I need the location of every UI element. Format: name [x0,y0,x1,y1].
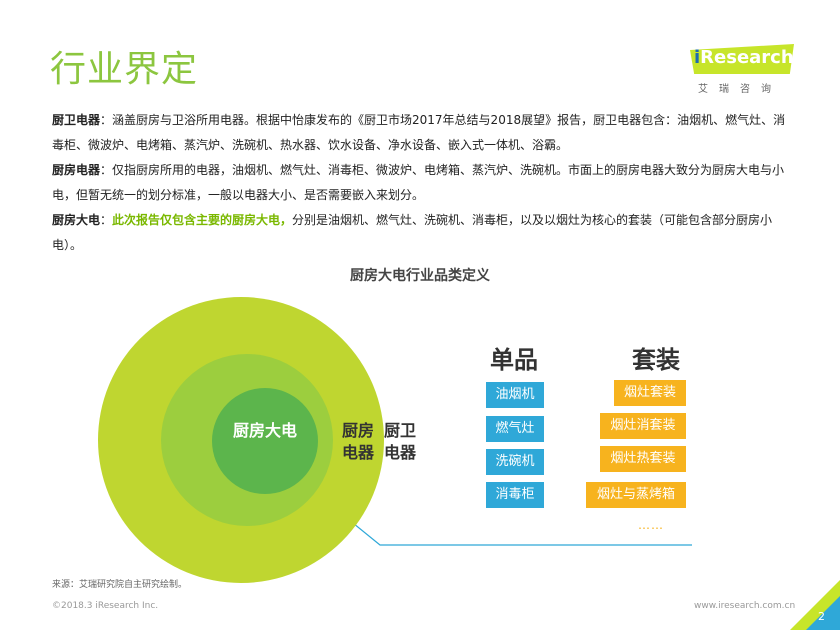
logo-name: Research [700,47,794,68]
paragraph-major-kitchen: 厨房大电：此次报告仅包含主要的厨房大电，分别是油烟机、燃气灶、洗碗机、消毒柜，以… [52,208,788,258]
logo-subtitle: 艾瑞咨询 [698,84,782,95]
page-title: 行业界定 [50,49,199,90]
corner-accent-blue [806,596,840,630]
more-ellipsis: …… [638,518,664,532]
source-note: 来源：艾瑞研究院自主研究绘制。 [52,580,188,590]
copyright: ©2018.3 iResearch Inc. [52,601,159,611]
iresearch-logo: iResearch 艾瑞咨询 [690,44,800,100]
term-major-kitchen: 厨房大电 [52,213,101,227]
scope-highlight: 此次报告仅包含主要的厨房大电， [112,213,293,227]
circle-major-kitchen [212,388,318,494]
term-kitchen-bath: 厨卫电器 [52,113,101,127]
single-item-gas-stove: 燃气灶 [486,416,544,442]
single-item-sterilizer: 消毒柜 [486,482,544,508]
single-header: 单品 [490,346,538,374]
diagram-title: 厨房大电行业品类定义 [350,268,490,284]
paragraph-kitchen-bath: 厨卫电器：涵盖厨房与卫浴所用电器。根据中怡康发布的《厨卫市场2017年总结与20… [52,108,788,158]
set-item-hood-stove-heater: 烟灶热套装 [600,446,686,472]
label-kitchen-bath: 厨卫电器 [383,421,416,462]
logo-wordmark: iResearch [694,47,794,68]
website-url: www.iresearch.com.cn [694,601,796,611]
set-item-hood-stove: 烟灶套装 [614,380,686,406]
single-item-range-hood: 油烟机 [486,382,544,408]
term-kitchen: 厨房电器 [52,163,101,177]
logo-prefix: i [694,47,701,68]
set-item-hood-stove-sterilizer: 烟灶消套装 [600,413,686,439]
set-header: 套装 [632,346,680,374]
definition-kitchen: ：仅指厨房所用的电器，油烟机、燃气灶、消毒柜、微波炉、电烤箱、蒸汽炉、洗碗机。市… [52,163,785,202]
definition-major-kitchen: 分别是油烟机、燃气灶、洗碗机、消毒柜，以及以烟灶为核心的套装（可能包含部分厨房小… [52,213,773,252]
label-kitchen: 厨房电器 [341,421,374,462]
label-major-kitchen: 厨房大电 [232,421,297,440]
definition-kitchen-bath: ：涵盖厨房与卫浴所用电器。根据中怡康发布的《厨卫市场2017年总结与2018展望… [52,113,786,152]
set-item-hood-stove-oven: 烟灶与蒸烤箱 [586,482,686,508]
page-number: 2 [818,610,825,623]
single-item-dishwasher: 洗碗机 [486,449,544,475]
paragraph-kitchen: 厨房电器：仅指厨房所用的电器，油烟机、燃气灶、消毒柜、微波炉、电烤箱、蒸汽炉、洗… [52,158,788,208]
term-colon: ： [100,213,113,227]
